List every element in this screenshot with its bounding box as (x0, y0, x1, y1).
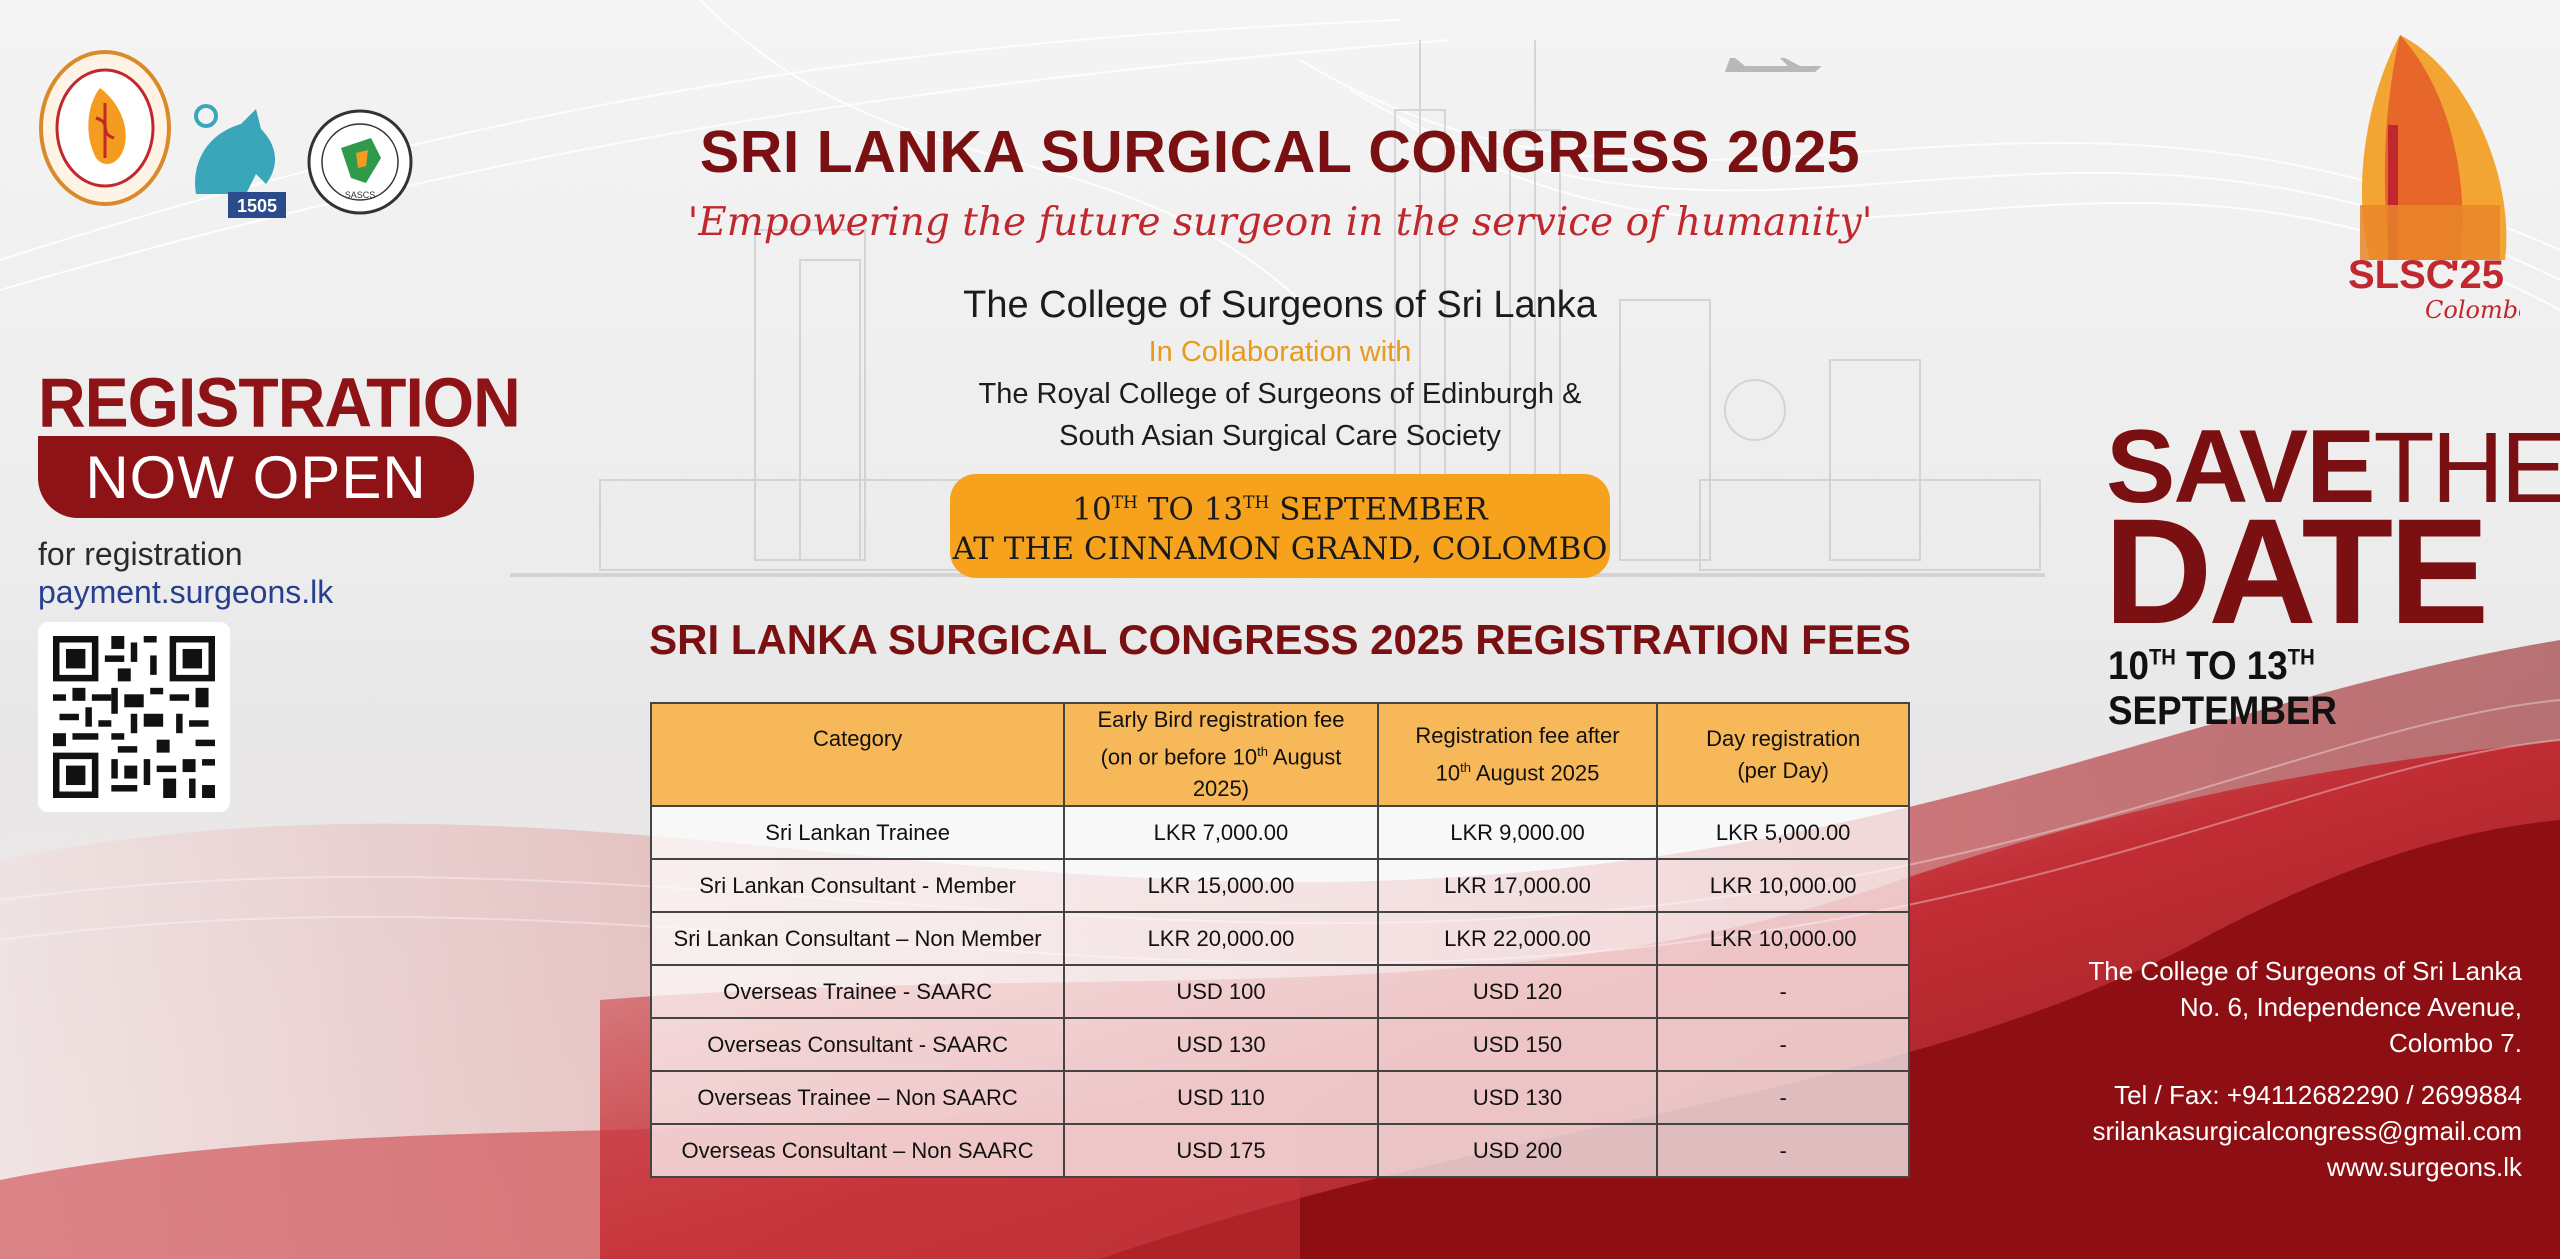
table-row: Overseas Consultant - SAARC USD 130 USD … (649, 1017, 1910, 1073)
congress-title: SRI LANKA SURGICAL CONGRESS 2025 (699, 119, 1861, 185)
registration-link[interactable]: payment.surgeons.lk (38, 574, 334, 610)
organizer-name: The College of Surgeons of Sri Lanka (963, 284, 1597, 326)
cell-day: LKR 10,000.00 (1656, 911, 1910, 967)
table-row: Overseas Trainee – Non SAARC USD 110 USD… (649, 1070, 1910, 1126)
cell-day: - (1656, 1017, 1910, 1073)
header-category: Category (649, 701, 1066, 808)
fees-table: Category Early Bird registration fee (on… (649, 701, 1910, 1179)
header-after: Registration fee after 10th August 2025 (1376, 701, 1659, 808)
cell-early: USD 110 (1063, 1070, 1379, 1126)
congress-tagline: 'Empowering the future surgeon in the se… (687, 200, 1873, 245)
registration-caption: for registration (38, 536, 243, 572)
cell-early: USD 130 (1063, 1017, 1379, 1073)
cell-after: USD 130 (1376, 1070, 1659, 1126)
cell-early: USD 175 (1063, 1123, 1379, 1179)
cell-after: LKR 9,000.00 (1376, 805, 1659, 861)
slsc-text: SLSC (2348, 253, 2455, 297)
registration-qr-code[interactable] (38, 622, 230, 812)
collaboration-label: In Collaboration with (1148, 336, 1412, 368)
event-date-line: 10TH TO 13TH SEPTEMBER (1072, 491, 1488, 528)
cell-after: LKR 17,000.00 (1376, 858, 1659, 914)
cell-after: LKR 22,000.00 (1376, 911, 1659, 967)
save-word: SAVE (2106, 409, 2375, 525)
the-word: THE (2373, 412, 2560, 524)
now-open-badge: NOW OPEN (38, 436, 474, 518)
slsc-city: Colombo (2425, 296, 2520, 324)
cell-after: USD 120 (1376, 964, 1659, 1020)
contact-website-link[interactable]: www.surgeons.lk (2326, 1152, 2522, 1182)
college-of-surgeons-logo (39, 50, 171, 206)
cell-category: Overseas Trainee – Non SAARC (649, 1070, 1066, 1126)
cell-after: USD 200 (1376, 1123, 1659, 1179)
event-date-banner: 10TH TO 13TH SEPTEMBER AT THE CINNAMON G… (950, 474, 1610, 578)
cell-day: - (1656, 964, 1910, 1020)
cell-early: LKR 7,000.00 (1063, 805, 1379, 861)
south-asian-surgical-care-society-logo: SASCS (307, 109, 413, 215)
qr-code-icon (53, 636, 215, 798)
cell-category: Overseas Consultant – Non SAARC (649, 1123, 1066, 1179)
cell-category: Sri Lankan Trainee (649, 805, 1066, 861)
cell-category: Overseas Consultant - SAARC (649, 1017, 1066, 1073)
fees-header-row: Category Early Bird registration fee (on… (649, 701, 1910, 808)
rcs-year: 1505 (237, 196, 277, 216)
table-row: Sri Lankan Consultant – Non Member LKR 2… (649, 911, 1910, 967)
save-the-heading: SAVETHE (2106, 408, 2560, 527)
cell-category: Sri Lankan Consultant - Member (649, 858, 1066, 914)
cell-early: LKR 15,000.00 (1063, 858, 1379, 914)
contact-email-link[interactable]: srilankasurgicalcongress@gmail.com (2092, 1116, 2522, 1146)
royal-college-surgeons-edinburgh-logo: 1505 (194, 104, 286, 218)
registration-heading: REGISTRATION (38, 362, 521, 442)
partner-line-1: The Royal College of Surgeons of Edinbur… (978, 378, 1582, 410)
cell-early: USD 100 (1063, 964, 1379, 1020)
cell-day: - (1656, 1123, 1910, 1179)
table-row: Sri Lankan Trainee LKR 7,000.00 LKR 9,00… (649, 805, 1910, 861)
cell-day: LKR 10,000.00 (1656, 858, 1910, 914)
sascs-abbr: SASCS (345, 190, 376, 200)
header-day-registration: Day registration (per Day) (1656, 701, 1910, 808)
save-date-range: 10TH TO 13TH SEPTEMBER (2108, 644, 2338, 733)
slsc-25-logo: SLSC '25 Colombo (2348, 35, 2520, 324)
cell-after: USD 150 (1376, 1017, 1659, 1073)
table-row: Overseas Trainee - SAARC USD 100 USD 120… (649, 964, 1910, 1020)
partner-line-2: South Asian Surgical Care Society (1059, 420, 1501, 452)
date-word: DATE (2104, 487, 2489, 655)
cell-day: - (1656, 1070, 1910, 1126)
cell-category: Overseas Trainee - SAARC (649, 964, 1066, 1020)
cell-category: Sri Lankan Consultant – Non Member (649, 911, 1066, 967)
fees-title: SRI LANKA SURGICAL CONGRESS 2025 REGISTR… (649, 616, 1911, 663)
contact-telephone: Tel / Fax: +94112682290 / 2699884 (2114, 1080, 2522, 1110)
contact-address-line-1: No. 6, Independence Avenue, (2179, 992, 2522, 1022)
table-row: Overseas Consultant – Non SAARC USD 175 … (649, 1123, 1910, 1179)
table-row: Sri Lankan Consultant - Member LKR 15,00… (649, 858, 1910, 914)
header-early-bird: Early Bird registration fee (on or befor… (1063, 701, 1379, 808)
contact-address-line-2: Colombo 7. (2389, 1028, 2522, 1058)
cell-early: LKR 20,000.00 (1063, 911, 1379, 967)
slsc-year: '25 (2450, 253, 2504, 297)
contact-organization: The College of Surgeons of Sri Lanka (2088, 956, 2522, 986)
event-venue-line: AT THE CINNAMON GRAND, COLOMBO (952, 531, 1608, 568)
cell-day: LKR 5,000.00 (1656, 805, 1910, 861)
